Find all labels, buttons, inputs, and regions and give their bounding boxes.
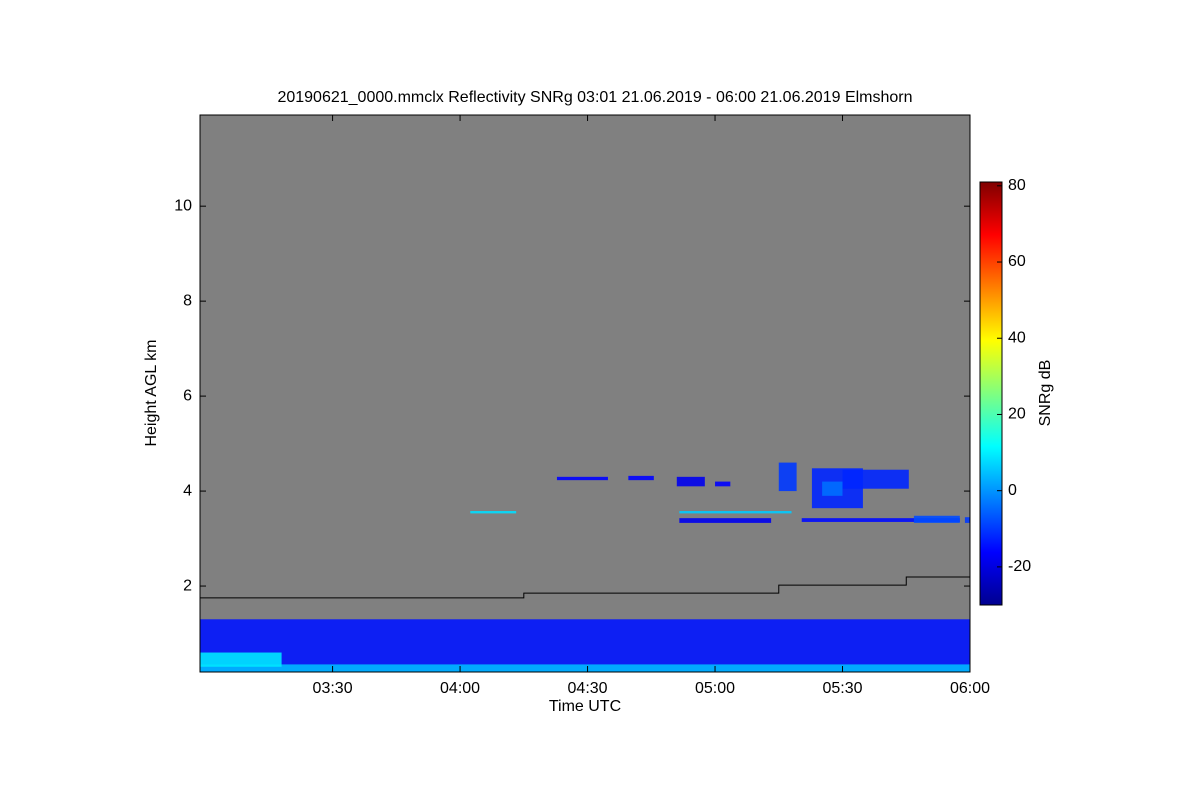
y-tick-label: 10 xyxy=(174,197,192,214)
x-tick-label: 03:30 xyxy=(313,680,353,697)
x-tick-label: 04:00 xyxy=(440,680,480,697)
heatmap-cell xyxy=(679,518,772,523)
y-tick-label: 8 xyxy=(183,292,192,309)
heatmap-cell xyxy=(200,664,970,672)
colorbar-tick-label: 20 xyxy=(1008,406,1026,423)
heatmap-cell xyxy=(628,475,654,481)
colorbar-tick-label: -20 xyxy=(1008,558,1031,575)
chart-title: 20190621_0000.mmclx Reflectivity SNRg 03… xyxy=(277,89,912,106)
heatmap-cell xyxy=(801,518,960,522)
y-tick-label: 6 xyxy=(183,387,192,404)
x-tick-label: 06:00 xyxy=(950,680,990,697)
y-tick-label: 2 xyxy=(183,577,192,594)
colorbar xyxy=(979,181,1003,606)
x-tick-label: 05:30 xyxy=(822,680,862,697)
x-axis-label: Time UTC xyxy=(549,698,621,715)
heatmap-cell xyxy=(679,511,792,514)
heatmap-cell xyxy=(556,476,608,481)
x-tick-label: 05:00 xyxy=(695,680,735,697)
heatmap-cell xyxy=(470,511,517,514)
y-tick-label: 4 xyxy=(183,482,192,499)
colorbar-tick-label: 60 xyxy=(1008,253,1026,270)
plot-frame xyxy=(199,114,971,673)
colorbar-tick-label: 40 xyxy=(1008,329,1026,346)
heatmap-cell xyxy=(715,481,731,487)
heatmap-cell xyxy=(778,462,797,492)
heatmap-cell xyxy=(913,515,960,523)
plot-background xyxy=(200,115,970,672)
heatmap-cell xyxy=(822,481,843,496)
x-tick-label: 04:30 xyxy=(568,680,608,697)
heatmap-cell xyxy=(200,619,970,672)
colorbar-label: SNRg dB xyxy=(1037,360,1054,427)
y-axis-label: Height AGL km xyxy=(143,339,160,446)
colorbar-tick-label: 0 xyxy=(1008,482,1017,499)
heatmap-cell xyxy=(964,517,970,523)
heatmap-cell xyxy=(676,476,705,487)
heatmap-cell xyxy=(200,652,282,667)
line xyxy=(200,576,970,599)
heatmap-cell xyxy=(842,469,909,489)
colorbar-tick-label: 80 xyxy=(1008,177,1026,194)
